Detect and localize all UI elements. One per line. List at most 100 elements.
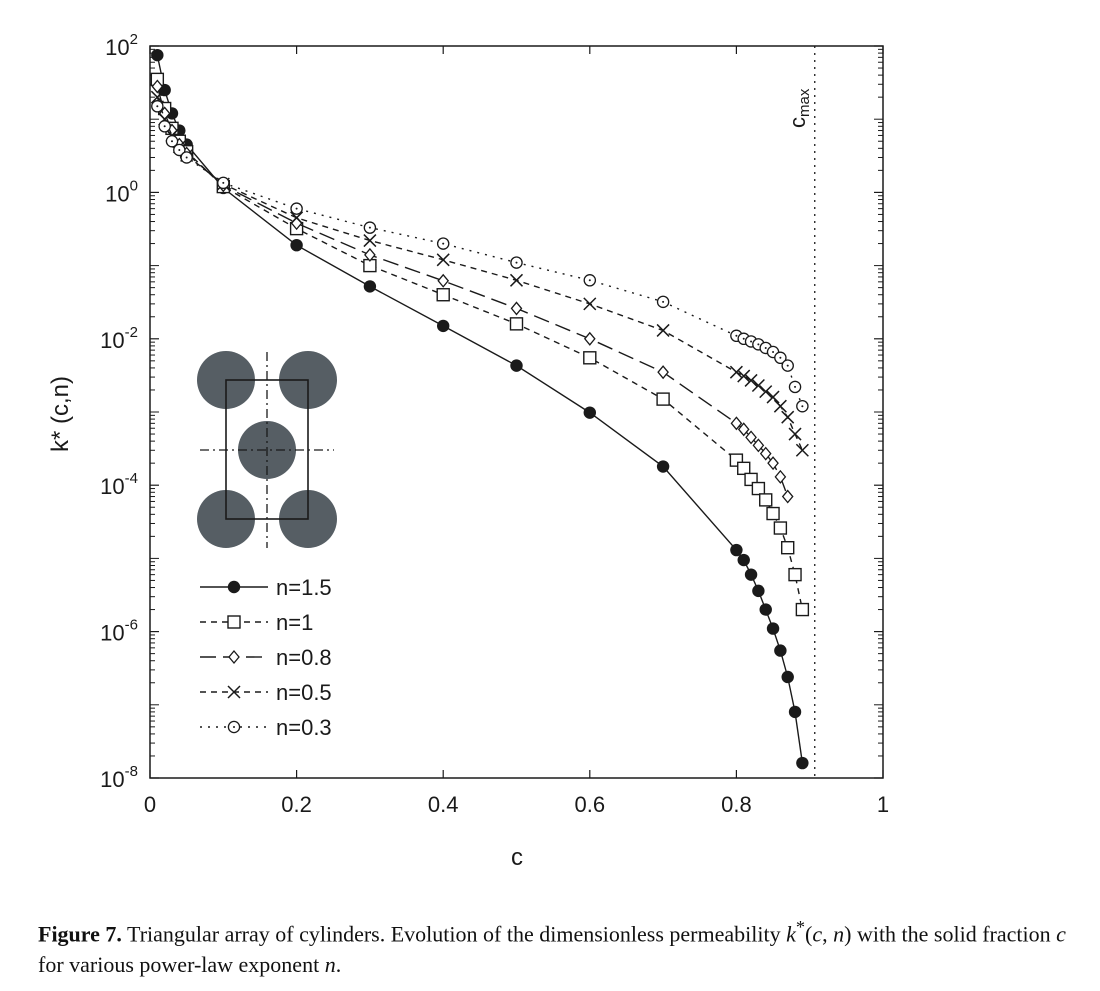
- caption-text-2: with the solid fraction: [851, 921, 1057, 947]
- marker-circle-dot: [233, 726, 235, 728]
- marker-open-square: [766, 506, 780, 521]
- marker-filled-circle: [437, 319, 450, 333]
- legend-label: n=0.5: [276, 680, 332, 705]
- plot-border: [149, 45, 884, 779]
- marker-circle-dot: [801, 405, 804, 408]
- marker-circle-dot: [295, 207, 298, 210]
- marker-open-diamond: [151, 79, 164, 94]
- marker-cross: [751, 378, 765, 393]
- y-tick-label: 102: [105, 31, 138, 60]
- x-tick-label: 0.4: [428, 792, 459, 817]
- marker-circle-dot: [515, 261, 518, 264]
- series-line: [156, 106, 804, 407]
- marker-open-diamond: [745, 430, 757, 445]
- plot-frame: [149, 45, 884, 779]
- marker-open-diamond: [228, 649, 240, 665]
- x-axis-title: c: [511, 844, 523, 871]
- x-axis-ticks: 0 0.2 0.4 0.6 0.8 1: [144, 46, 889, 817]
- marker-circle-dot: [178, 148, 181, 151]
- marker-cross: [737, 369, 751, 383]
- marker-cross: [509, 273, 524, 287]
- legend: n=1.5 n=1 n=0.8 n=0.5 n=0.3: [200, 575, 332, 740]
- marker-circle-dot: [764, 346, 767, 349]
- marker-cross: [656, 323, 670, 337]
- marker-open-diamond: [737, 422, 750, 437]
- caption-formula-close: ): [844, 921, 852, 947]
- marker-filled-circle: [744, 568, 758, 581]
- marker-cross: [781, 410, 795, 424]
- marker-filled-circle: [730, 543, 743, 557]
- y-tick-label: 10-6: [100, 617, 138, 646]
- series-n=0.5: [150, 90, 809, 457]
- marker-circle-dot: [779, 356, 782, 359]
- marker-filled-circle: [290, 238, 303, 252]
- y-minor-ticks: [150, 48, 883, 757]
- marker-open-square: [436, 288, 450, 302]
- marker-filled-circle: [781, 670, 794, 684]
- cmax-annotation: cmax: [785, 46, 816, 778]
- marker-open-square: [751, 481, 766, 496]
- marker-open-diamond: [759, 446, 772, 461]
- marker-circle-dot: [742, 337, 745, 340]
- marker-filled-circle: [583, 406, 596, 419]
- marker-circle-dot: [735, 334, 738, 337]
- caption-formula-open: (: [805, 921, 813, 947]
- figure-caption: Figure 7. Triangular array of cylinders.…: [38, 912, 1078, 980]
- x-tick-label: 0.6: [575, 792, 606, 817]
- y-tick-label: 10-2: [100, 324, 138, 353]
- marker-open-square: [509, 317, 524, 331]
- caption-formula-n: n: [833, 921, 845, 947]
- marker-cross: [788, 427, 802, 441]
- marker-open-diamond: [657, 365, 669, 380]
- marker-filled-circle: [656, 460, 670, 473]
- marker-filled-circle: [151, 48, 164, 62]
- marker-circle-dot: [170, 140, 173, 143]
- x-tick-label: 1: [877, 792, 889, 817]
- caption-text-1: Triangular array of cylinders. Evolution…: [121, 921, 787, 947]
- marker-cross: [729, 365, 743, 379]
- x-tick-label: 0.2: [281, 792, 312, 817]
- marker-filled-circle: [227, 580, 241, 594]
- marker-open-diamond: [364, 247, 376, 262]
- caption-formula-comma: ,: [822, 921, 834, 947]
- x-tick-label: 0: [144, 792, 156, 817]
- marker-cross: [363, 234, 377, 248]
- legend-label: n=0.3: [276, 715, 332, 740]
- marker-circle-dot: [163, 125, 166, 128]
- marker-circle-dot: [662, 300, 665, 303]
- marker-open-diamond: [583, 331, 596, 346]
- marker-circle-dot: [368, 226, 371, 229]
- marker-circle-dot: [772, 351, 775, 354]
- marker-cross: [795, 443, 809, 457]
- caption-n-var: n: [324, 952, 336, 978]
- marker-filled-circle: [363, 280, 377, 293]
- legend-label: n=1: [276, 610, 313, 635]
- series-n=0.3: [151, 100, 809, 413]
- series-layer: [150, 48, 810, 770]
- marker-filled-circle: [774, 644, 787, 657]
- legend-label: n=1.5: [276, 575, 332, 600]
- marker-open-square: [773, 521, 788, 535]
- marker-open-diamond: [437, 273, 450, 288]
- marker-cross: [744, 373, 758, 387]
- cylinder-array-inset: [197, 351, 337, 548]
- y-axis-title: k* (c,n): [47, 376, 74, 452]
- caption-label: Figure 7.: [38, 921, 122, 947]
- marker-cross: [759, 385, 773, 399]
- marker-circle-dot: [222, 181, 225, 184]
- marker-open-diamond: [774, 469, 787, 484]
- y-tick-label: 10-8: [100, 763, 138, 792]
- marker-open-diamond: [752, 438, 765, 453]
- marker-open-diamond: [510, 301, 523, 316]
- caption-formula-c: c: [812, 921, 823, 947]
- series-n=1.5: [151, 48, 809, 770]
- marker-circle-dot: [786, 364, 789, 367]
- y-tick-label: 10-4: [100, 470, 138, 499]
- marker-filled-circle: [788, 705, 802, 719]
- marker-open-square: [737, 461, 751, 476]
- marker-open-diamond: [730, 416, 743, 431]
- series-line: [156, 96, 804, 451]
- marker-open-square: [795, 602, 810, 617]
- marker-open-square: [759, 493, 773, 507]
